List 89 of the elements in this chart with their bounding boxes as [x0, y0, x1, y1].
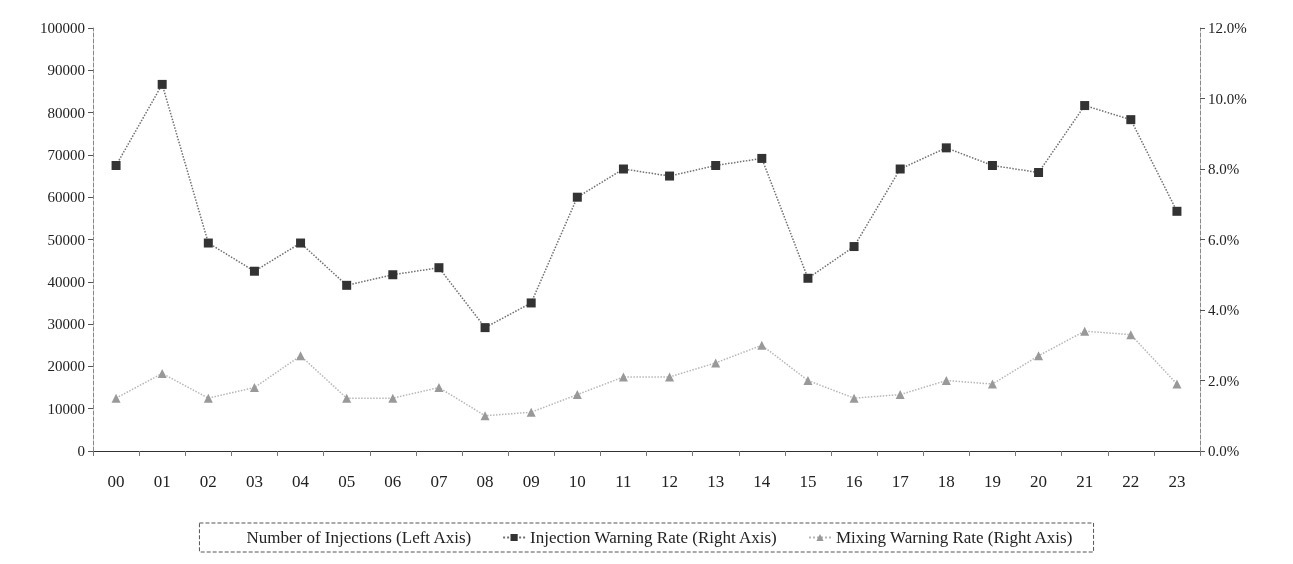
- point: [1034, 168, 1044, 178]
- point: [203, 238, 213, 248]
- point: [1172, 379, 1182, 389]
- x-tick-label: 20: [1030, 472, 1048, 491]
- point: [480, 323, 490, 333]
- point: [157, 368, 167, 378]
- x-tick-label: 04: [292, 472, 310, 491]
- point: [572, 390, 582, 400]
- legend-label: Mixing Warning Rate (Right Axis): [836, 528, 1073, 547]
- point: [203, 393, 213, 403]
- x-tick-label: 19: [983, 472, 1001, 491]
- y-tick-label: 20000: [47, 358, 85, 375]
- y-tick-label: 30000: [47, 316, 85, 333]
- point: [987, 160, 997, 170]
- x-tick-label: 17: [891, 472, 910, 491]
- y-tick-label: 10000: [47, 400, 85, 417]
- y-tick-label: 80000: [47, 104, 85, 121]
- point: [342, 280, 352, 290]
- point: [434, 383, 444, 393]
- x-tick-label: 13: [707, 472, 725, 491]
- x-tick-label: 02: [199, 472, 217, 491]
- y-tick-label: 90000: [47, 62, 85, 79]
- point: [1034, 351, 1044, 361]
- point: [342, 393, 352, 403]
- point: [895, 390, 905, 400]
- x-tick-label: 10: [568, 472, 586, 491]
- point: [1172, 206, 1182, 216]
- x-tick-label: 16: [845, 472, 863, 491]
- x-tick-label: 01: [153, 472, 171, 491]
- point: [296, 351, 306, 361]
- point: [1080, 101, 1090, 111]
- point: [111, 393, 121, 403]
- y2-tick-label: 8.0%: [1208, 161, 1240, 177]
- y2-tick-label: 12.0%: [1208, 20, 1247, 36]
- y-tick-label: 100000: [40, 20, 85, 36]
- point: [526, 298, 536, 308]
- x-tick-label: 15: [799, 472, 817, 491]
- point: [1080, 326, 1090, 336]
- point: [803, 273, 813, 283]
- point: [849, 393, 859, 403]
- point: [941, 143, 951, 153]
- x-tick-label: 00: [107, 472, 125, 491]
- text: Number of Injections (Left Axis): [246, 528, 472, 547]
- x-tick-label: 05: [338, 472, 356, 491]
- point: [757, 153, 767, 163]
- point: [388, 270, 398, 280]
- point: [941, 376, 951, 385]
- point: [895, 164, 905, 174]
- point: [1126, 115, 1136, 125]
- point: [388, 393, 398, 403]
- y-tick-label: 40000: [47, 273, 85, 290]
- point: [526, 407, 536, 417]
- point: [249, 266, 259, 276]
- y2-tick-label: 6.0%: [1208, 231, 1240, 248]
- point: [849, 242, 859, 252]
- x-tick-label: 12: [661, 472, 679, 491]
- y2-tick-label: 4.0%: [1208, 302, 1240, 318]
- point: [434, 263, 444, 273]
- point: [480, 411, 490, 421]
- x-tick-label: 11: [615, 472, 632, 491]
- point: [987, 379, 997, 389]
- x-tick-label: 21: [1076, 472, 1094, 491]
- x-tick-label: 08: [476, 472, 494, 491]
- point: [572, 192, 582, 202]
- y-tick-label: 50000: [47, 231, 85, 248]
- x-tick-label: 18: [937, 472, 955, 491]
- point: [711, 160, 721, 170]
- point: [157, 79, 167, 89]
- y2-tick-label: 0.0%: [1208, 443, 1240, 459]
- point: [296, 238, 306, 248]
- point: [249, 383, 259, 393]
- y-tick-label: 70000: [47, 146, 85, 163]
- y-tick-label: 60000: [47, 189, 85, 206]
- y-tick-label: 0: [77, 443, 85, 459]
- legend-label: Injection Warning Rate (Right Axis): [530, 528, 777, 547]
- x-tick-label: 09: [522, 472, 540, 491]
- x-tick-label: 06: [384, 472, 402, 491]
- point: [803, 376, 813, 385]
- point: [757, 340, 767, 350]
- x-tick-label: 14: [753, 472, 771, 491]
- y2-tick-label: 2.0%: [1208, 372, 1240, 389]
- point: [618, 164, 628, 174]
- x-tick-label: 23: [1168, 472, 1186, 491]
- point: [665, 171, 675, 181]
- x-tick-label: 03: [245, 472, 263, 491]
- x-tick-label: 07: [430, 472, 448, 491]
- x-tick-label: 22: [1122, 472, 1140, 491]
- y2-tick-label: 10.0%: [1208, 90, 1247, 107]
- point: [111, 160, 121, 170]
